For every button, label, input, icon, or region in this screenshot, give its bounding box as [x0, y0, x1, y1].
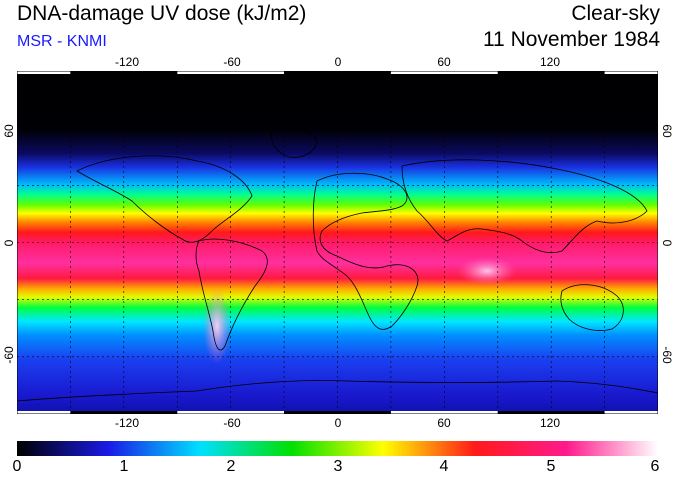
graticule	[17, 71, 658, 414]
sky-condition-label: Clear-sky	[571, 2, 660, 25]
north-america-coast	[76, 155, 253, 243]
map-frame	[17, 71, 658, 414]
andes-maximum	[203, 288, 231, 364]
lon-tick-top: -120	[114, 55, 140, 69]
greenland-coast	[270, 128, 318, 158]
date-label: 11 November 1984	[482, 28, 660, 51]
lon-tick-bottom: -60	[223, 416, 241, 430]
asia-coast	[401, 159, 648, 254]
lat-tick-left: 60	[2, 124, 16, 138]
colorbar	[17, 441, 658, 456]
colorbar-label: 0	[12, 458, 22, 475]
source-label: MSR - KNMI	[17, 33, 107, 50]
colorbar-label: 1	[119, 458, 129, 475]
colorbar-label: 4	[439, 458, 449, 475]
colorbar-label: 6	[650, 458, 660, 475]
lat-tick-left: -60	[2, 346, 16, 364]
colorbar-label: 3	[333, 458, 343, 475]
lon-tick-top: -60	[223, 55, 241, 69]
colorbar-label: 2	[226, 458, 236, 475]
australia-coast	[560, 284, 624, 331]
lon-tick-top: 0	[334, 55, 342, 69]
lat-tick-right: 0	[660, 239, 674, 247]
lon-tick-bottom: 0	[334, 416, 342, 430]
lon-tick-top: 120	[539, 55, 561, 69]
antarctica-coast	[17, 380, 658, 402]
lat-tick-left: 0	[2, 239, 16, 247]
uv-dose-map	[17, 71, 658, 414]
lon-tick-bottom: 60	[437, 416, 451, 430]
indian-ocean-maximum	[457, 257, 517, 285]
coastlines	[17, 128, 658, 402]
lon-tick-top: 60	[437, 55, 451, 69]
europe-africa-coast	[312, 172, 419, 330]
lon-tick-bottom: -120	[114, 416, 140, 430]
lon-tick-bottom: 120	[539, 416, 561, 430]
colorbar-label: 5	[546, 458, 556, 475]
lat-tick-right: -60	[660, 346, 674, 364]
lat-tick-right: 60	[660, 124, 674, 138]
south-america-coast	[195, 238, 268, 351]
map-title: DNA-damage UV dose (kJ/m2)	[17, 2, 307, 25]
